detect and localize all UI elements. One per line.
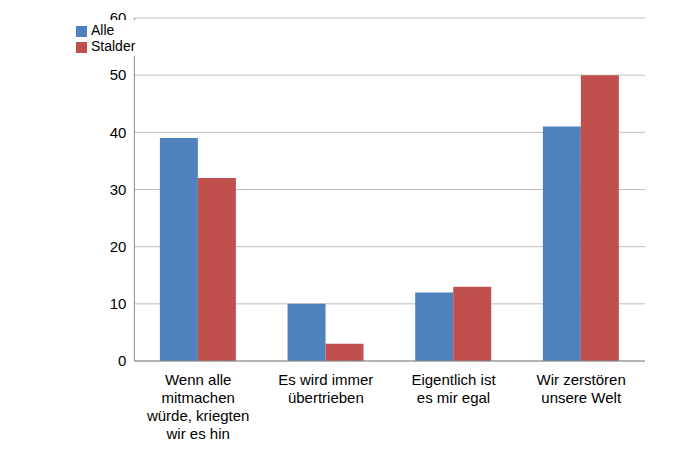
svg-text:10: 10 [110,295,127,312]
svg-text:Eigentlich istes mir egal: Eigentlich istes mir egal [411,371,496,406]
svg-text:0: 0 [118,352,126,369]
svg-text:20: 20 [110,238,127,255]
svg-text:Wenn allemitmachenwürde, krieg: Wenn allemitmachenwürde, kriegtenwir es … [146,371,250,442]
html-text:Stalder: Stalder [91,38,136,54]
svg-text:50: 50 [110,66,127,83]
svg-text:30: 30 [110,181,127,198]
svg-text:60: 60 [110,9,127,26]
svg-text:40: 40 [110,124,127,141]
html-text:Alle: Alle [91,22,115,38]
svg-text:Es wird immerübertrieben: Es wird immerübertrieben [278,371,373,406]
svg-text:Wir zerstörenunsere Welt: Wir zerstörenunsere Welt [537,371,626,406]
